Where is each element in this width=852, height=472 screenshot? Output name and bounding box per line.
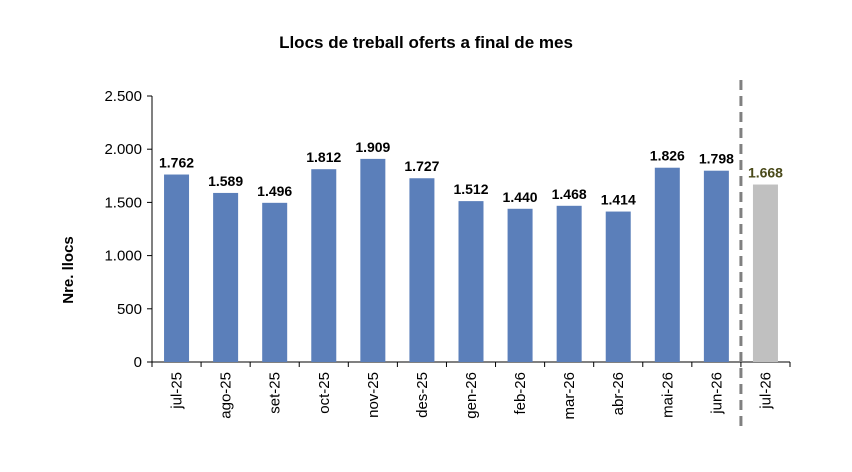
y-tick-label: 500 (117, 301, 142, 318)
y-tick-label: 0 (134, 354, 142, 371)
chart-title: Llocs de treball oferts a final de mes (279, 33, 573, 52)
data-label: 1.812 (306, 149, 341, 165)
bar (703, 170, 729, 362)
bar (507, 208, 533, 362)
x-tick-label: mar-26 (561, 372, 578, 420)
bar (409, 178, 435, 362)
y-tick-label: 2.500 (104, 88, 142, 105)
data-label: 1.727 (404, 158, 439, 174)
data-label: 1.512 (453, 181, 488, 197)
bar (605, 211, 631, 362)
data-label: 1.414 (601, 192, 636, 208)
data-label: 1.798 (699, 151, 734, 167)
x-tick-label: ago-25 (218, 372, 235, 419)
data-label: 1.589 (208, 173, 243, 189)
x-tick-label: jul-25 (169, 372, 186, 410)
y-tick-label: 1.000 (104, 248, 142, 265)
x-tick-label: feb-26 (512, 372, 529, 415)
x-tick-label: mai-26 (659, 372, 676, 418)
bar (458, 201, 484, 362)
data-label: 1.440 (503, 189, 538, 205)
x-tick-label: des-25 (414, 372, 431, 418)
x-tick-label: oct-25 (316, 372, 333, 414)
y-tick-label: 2.000 (104, 141, 142, 158)
x-tick-label: jun-26 (708, 372, 725, 415)
data-label: 1.496 (257, 183, 292, 199)
data-label: 1.762 (159, 155, 194, 171)
data-label: 1.468 (552, 186, 587, 202)
x-tick-label: nov-25 (365, 372, 382, 418)
x-tick-label: jul-26 (757, 372, 774, 410)
y-tick-label: 1.500 (104, 194, 142, 211)
bar (556, 205, 582, 362)
bar (311, 169, 337, 362)
x-tick-label: set-25 (267, 372, 284, 414)
bar (262, 202, 288, 362)
x-tick-label: abr-26 (610, 372, 627, 415)
data-label: 1.668 (748, 165, 783, 181)
bar (654, 167, 680, 362)
bar (752, 184, 778, 362)
data-label: 1.909 (355, 139, 390, 155)
bar (164, 174, 190, 362)
data-label: 1.826 (650, 148, 685, 164)
y-axis-label: Nre. llocs (60, 236, 77, 304)
bar (213, 192, 239, 362)
x-tick-label: gen-26 (463, 372, 480, 419)
plot-area: 0 500 1.000 1.500 2.000 2.500 1.762 jul-25 1.589… (104, 80, 791, 430)
bar (360, 158, 386, 362)
